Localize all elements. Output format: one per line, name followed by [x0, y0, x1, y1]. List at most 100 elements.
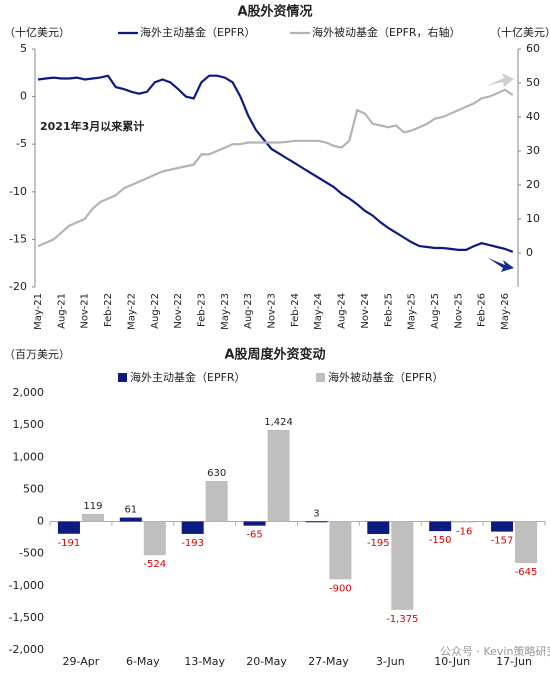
legend-label: 海外被动基金（EPFR） — [328, 370, 444, 384]
annotation: 2021年3月以来累计 — [40, 119, 144, 133]
value-label: -157 — [491, 536, 514, 547]
x-tick-label: Aug-22 — [150, 293, 161, 329]
x-tick-label: Feb-22 — [103, 293, 114, 327]
y2-tick-label: 40 — [526, 110, 540, 123]
y-tick-label: 1,000 — [13, 450, 45, 463]
x-tick-label: May-22 — [126, 293, 137, 330]
legend-label: 海外主动基金（EPFR） — [140, 25, 256, 39]
y-tick-label: -10 — [9, 185, 27, 198]
y-tick-label: 0 — [20, 90, 27, 103]
chart-title: A股周度外资变动 — [224, 347, 325, 363]
y2-tick-label: 60 — [526, 42, 540, 55]
chart-title: A股外资情况 — [237, 4, 312, 20]
legend-label: 海外主动基金（EPFR） — [130, 370, 246, 384]
bar — [453, 521, 476, 523]
bar — [491, 521, 514, 532]
legend-label: 海外被动基金（EPFR，右轴） — [312, 25, 461, 39]
x-tick-label: 27-May — [308, 655, 349, 668]
x-tick-label: Feb-25 — [383, 293, 394, 327]
bar — [181, 521, 204, 534]
y-tick-label: -1,000 — [9, 579, 44, 592]
x-tick-label: Aug-21 — [56, 293, 67, 329]
x-tick-label: Nov-25 — [453, 293, 464, 329]
value-label: -900 — [329, 583, 352, 594]
bar — [119, 517, 142, 522]
y-tick-label: -5 — [16, 137, 27, 150]
y2-tick-label: 0 — [526, 246, 533, 259]
value-label: -1,375 — [386, 614, 418, 625]
legend-swatch — [316, 373, 325, 382]
x-tick-label: May-24 — [313, 293, 324, 330]
x-tick-label: Aug-25 — [430, 293, 441, 329]
value-label: -524 — [143, 559, 166, 570]
x-tick-label: 3-Jun — [376, 655, 405, 668]
bar — [429, 521, 452, 532]
x-tick-label: Nov-21 — [80, 293, 91, 329]
arrow-icon — [486, 73, 514, 87]
bar — [205, 481, 228, 522]
value-label: -65 — [246, 530, 262, 541]
value-label: -150 — [429, 535, 452, 546]
y-tick-label: 1,500 — [13, 418, 45, 431]
bar — [57, 521, 80, 534]
value-label: -16 — [456, 527, 472, 538]
x-tick-label: 20-May — [246, 655, 287, 668]
y-tick-label: -500 — [19, 547, 44, 560]
x-tick-label: Nov-23 — [267, 293, 278, 329]
value-label: -645 — [515, 567, 538, 578]
x-tick-label: 17-Jun — [496, 655, 532, 668]
value-label: 3 — [313, 508, 319, 519]
y-tick-label: -1,500 — [9, 611, 44, 624]
x-tick-label: 13-May — [184, 655, 225, 668]
x-tick-label: Feb-23 — [196, 293, 207, 327]
line-series — [37, 74, 514, 253]
y2-tick-label: 10 — [526, 212, 540, 225]
y-tick-label: 500 — [23, 482, 44, 495]
y-tick-label: 2,000 — [13, 386, 45, 399]
x-tick-label: 10-Jun — [434, 655, 470, 668]
bar — [515, 521, 538, 563]
y-axis-label: （十亿美元） — [4, 25, 70, 39]
value-label: -195 — [367, 538, 390, 549]
bar — [391, 521, 414, 610]
x-tick-label: Nov-24 — [360, 293, 371, 329]
x-tick-label: Feb-24 — [290, 293, 301, 327]
x-tick-label: May-21 — [33, 293, 44, 330]
x-tick-label: Aug-23 — [243, 293, 254, 329]
y-tick-label: -15 — [9, 232, 27, 245]
line-series — [37, 88, 514, 248]
y2-tick-label: 50 — [526, 76, 540, 89]
x-tick-label: May-23 — [220, 293, 231, 330]
bar — [143, 521, 166, 556]
y-axis-label: （百万美元） — [4, 348, 70, 361]
bar — [329, 521, 352, 580]
x-tick-label: May-26 — [500, 293, 511, 330]
x-tick-label: 6-May — [126, 655, 160, 668]
x-tick-label: 29-Apr — [63, 655, 100, 668]
y2-tick-label: 20 — [526, 178, 540, 191]
y2-tick-label: 30 — [526, 144, 540, 157]
y-tick-label: 5 — [20, 42, 27, 55]
bar — [81, 513, 104, 522]
value-label: 61 — [124, 505, 137, 516]
x-tick-label: Nov-22 — [173, 293, 184, 329]
bar — [305, 521, 328, 523]
x-tick-label: Feb-26 — [477, 293, 488, 327]
value-label: 119 — [83, 501, 102, 512]
y2-axis-label: （十亿美元） — [490, 25, 550, 39]
legend-swatch — [118, 373, 127, 382]
x-tick-label: Aug-24 — [337, 293, 348, 329]
y-tick-label: -2,000 — [9, 643, 44, 656]
y-tick-label: -20 — [9, 280, 27, 293]
x-tick-label: May-25 — [407, 293, 418, 330]
watermark: 公众号 · Kevin策略研究 — [440, 644, 550, 658]
value-label: 1,424 — [264, 417, 293, 428]
y-tick-label: 0 — [37, 515, 44, 528]
value-label: -193 — [181, 538, 204, 549]
bar — [267, 430, 290, 522]
value-label: -191 — [58, 538, 81, 549]
bar — [243, 521, 266, 526]
bar — [367, 521, 390, 535]
